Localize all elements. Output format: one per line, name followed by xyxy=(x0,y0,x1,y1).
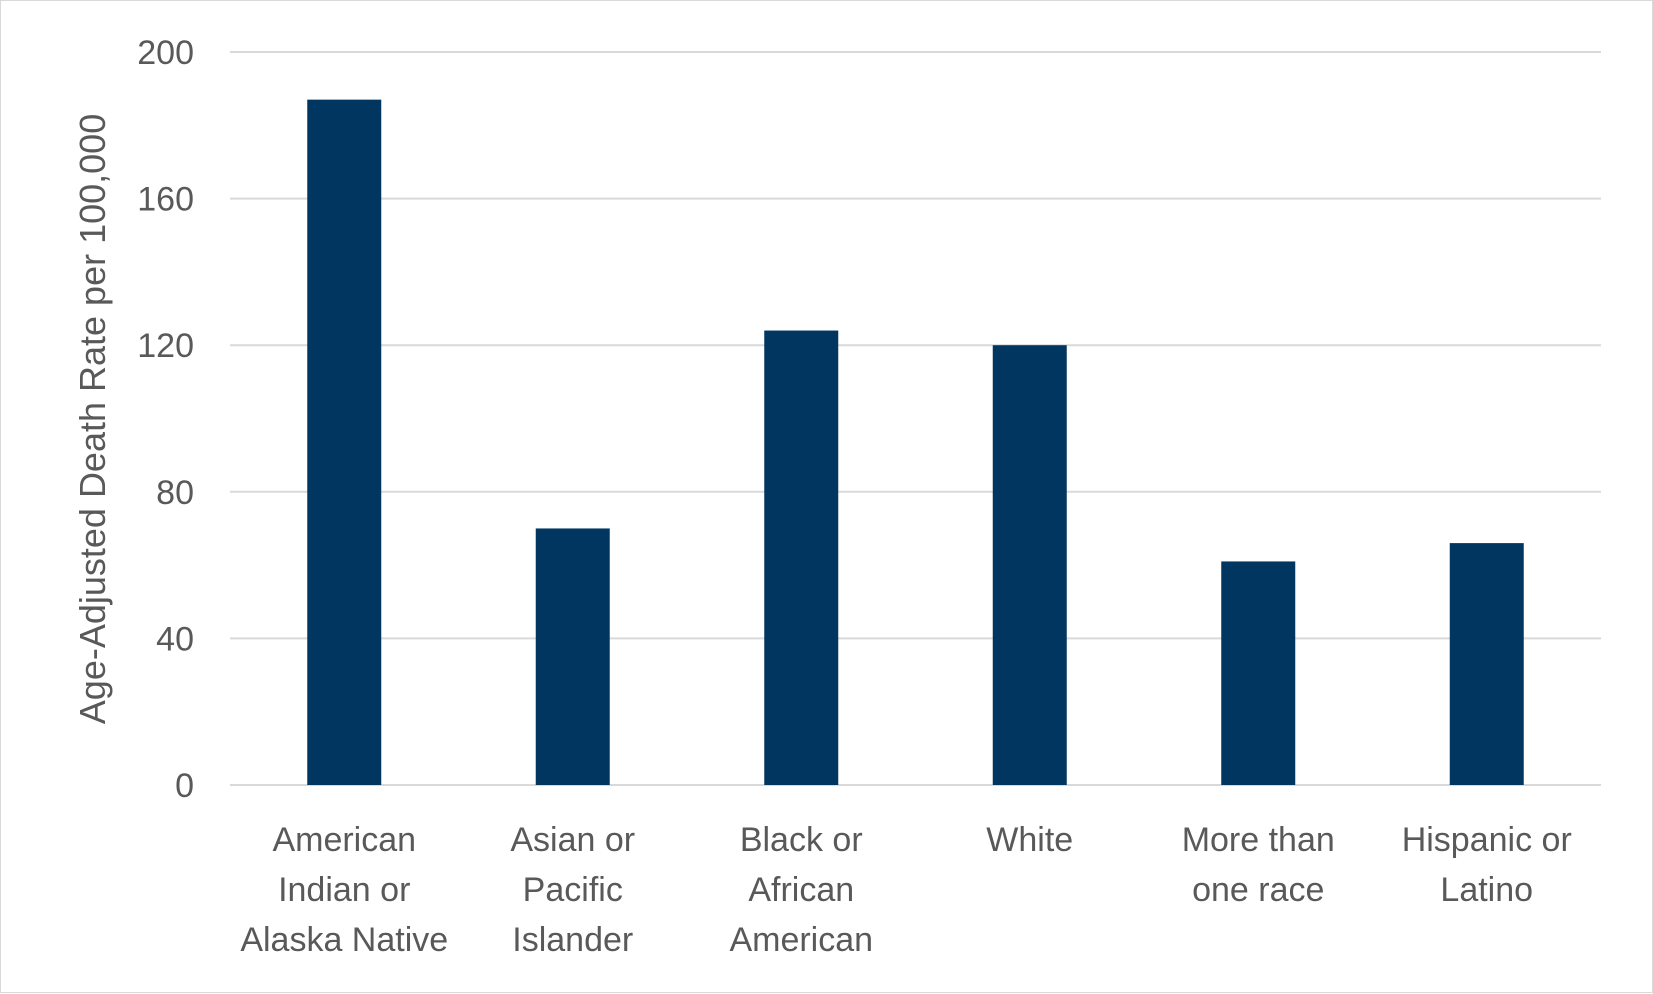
x-category-label: More than one race xyxy=(1182,821,1335,909)
bar xyxy=(992,345,1067,785)
bar xyxy=(1221,561,1296,785)
y-tick-label: 200 xyxy=(137,34,194,72)
y-tick-label: 40 xyxy=(156,620,194,658)
bars xyxy=(307,99,1524,785)
y-tick-label: 0 xyxy=(175,767,194,805)
y-tick-label: 80 xyxy=(156,474,194,512)
x-category-label: Hispanic or Latino xyxy=(1402,821,1572,909)
gridlines xyxy=(230,51,1601,786)
category-labels: American Indian or Alaska Native Asian or Pa… xyxy=(240,821,1571,959)
y-tick-label: 160 xyxy=(137,181,194,219)
y-tick-labels: 0 40 80 120 160 200 xyxy=(137,34,194,805)
bar xyxy=(307,99,382,785)
x-category-label: White xyxy=(986,821,1073,859)
bar xyxy=(535,528,610,785)
bar xyxy=(764,330,839,785)
y-axis-title: Age-Adjusted Death Rate per 100,000 xyxy=(72,114,113,724)
bar xyxy=(1449,543,1524,785)
x-category-label: Asian or Pacific Islander xyxy=(510,821,635,959)
y-tick-label: 120 xyxy=(137,327,194,365)
x-category-label: Black or African American xyxy=(729,821,873,959)
x-category-label: American Indian or Alaska Native xyxy=(240,821,448,959)
